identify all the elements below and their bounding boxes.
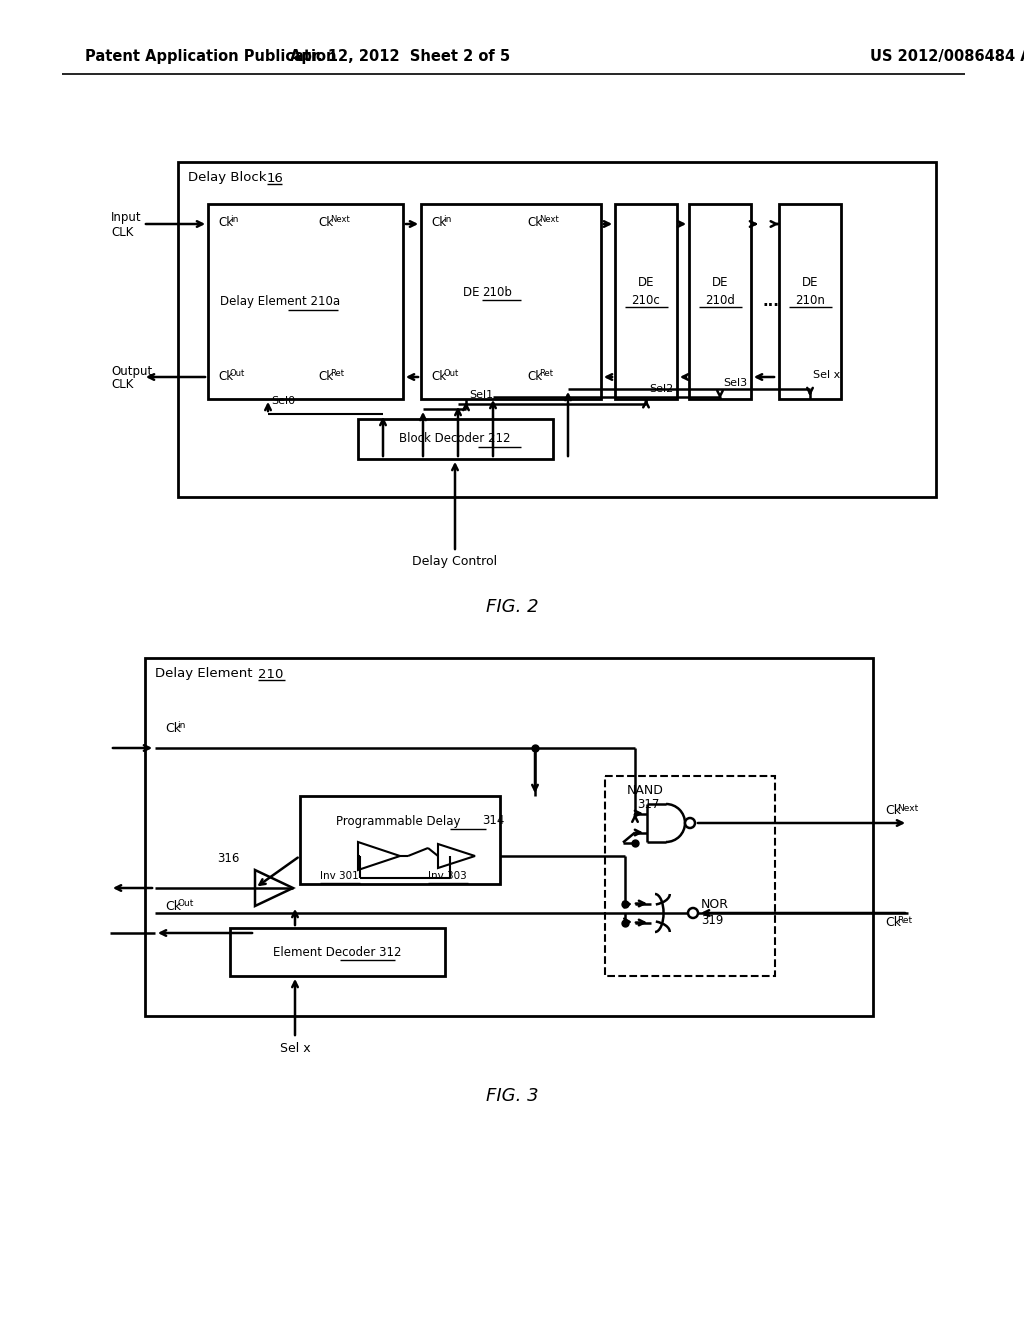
Text: Sel x: Sel x (280, 1041, 310, 1055)
Text: Sel3: Sel3 (723, 378, 748, 388)
Text: FIG. 2: FIG. 2 (485, 598, 539, 616)
Circle shape (688, 908, 698, 917)
Text: Delay Element 210a: Delay Element 210a (220, 296, 340, 309)
Text: in: in (443, 215, 452, 224)
Bar (605, 776, 775, 975)
Text: Ck: Ck (431, 215, 446, 228)
Text: Ck: Ck (165, 722, 181, 734)
Text: ...: ... (763, 294, 780, 309)
Text: Ret: Ret (330, 370, 344, 378)
Bar (208, 205, 403, 399)
Text: DE: DE (463, 285, 483, 298)
Text: DE: DE (712, 276, 728, 289)
Text: Output: Output (111, 364, 153, 378)
Bar (615, 205, 677, 399)
Text: Element Decoder 312: Element Decoder 312 (272, 945, 401, 958)
Text: 210b: 210b (482, 285, 512, 298)
Text: 314: 314 (482, 814, 505, 828)
Text: Next: Next (897, 804, 919, 813)
Text: Programmable Delay: Programmable Delay (336, 814, 464, 828)
Text: Sel0: Sel0 (271, 396, 295, 407)
Text: 16: 16 (267, 172, 284, 185)
Text: Sel x: Sel x (813, 370, 841, 380)
Text: NOR: NOR (701, 899, 729, 912)
Bar (300, 796, 500, 884)
Text: Next: Next (539, 215, 559, 224)
Circle shape (685, 818, 695, 828)
Text: 210c: 210c (632, 293, 660, 306)
Text: Patent Application Publication: Patent Application Publication (85, 49, 337, 65)
Text: CLK: CLK (111, 379, 133, 392)
Bar (421, 205, 601, 399)
Text: Inv 303: Inv 303 (428, 871, 467, 880)
Text: Ret: Ret (897, 916, 912, 925)
Text: 210: 210 (258, 668, 284, 681)
Text: Apr. 12, 2012  Sheet 2 of 5: Apr. 12, 2012 Sheet 2 of 5 (290, 49, 510, 65)
Text: US 2012/0086484 A1: US 2012/0086484 A1 (870, 49, 1024, 65)
Text: Ck: Ck (318, 370, 333, 383)
Text: Ret: Ret (539, 370, 553, 378)
Text: Block Decoder 212: Block Decoder 212 (399, 433, 511, 446)
Text: 316: 316 (217, 851, 240, 865)
Text: 210n: 210n (795, 293, 825, 306)
Bar (689, 205, 751, 399)
Text: DE: DE (802, 276, 818, 289)
Text: DE: DE (638, 276, 654, 289)
Text: Delay Element: Delay Element (155, 668, 257, 681)
Text: FIG. 3: FIG. 3 (485, 1086, 539, 1105)
Text: Input: Input (111, 211, 141, 224)
Text: Ck: Ck (318, 215, 333, 228)
Text: 319: 319 (701, 915, 723, 928)
Text: in: in (177, 721, 185, 730)
Text: Ck: Ck (527, 370, 542, 383)
Bar (178, 162, 936, 498)
Text: Ck: Ck (218, 370, 233, 383)
Text: Ck: Ck (885, 916, 901, 929)
Text: Next: Next (330, 215, 350, 224)
Bar (230, 928, 445, 975)
Bar (358, 418, 553, 459)
Text: Ck: Ck (165, 899, 181, 912)
Text: Out: Out (443, 370, 459, 378)
Text: CLK: CLK (111, 226, 133, 239)
Text: Ck: Ck (885, 804, 901, 817)
Bar (145, 657, 873, 1016)
Text: Ck: Ck (527, 215, 542, 228)
Text: NAND: NAND (627, 784, 664, 796)
Text: Sel2: Sel2 (649, 384, 673, 393)
Bar (779, 205, 841, 399)
Text: Ck: Ck (431, 370, 446, 383)
Text: Delay Control: Delay Control (413, 556, 498, 569)
Text: in: in (230, 215, 239, 224)
Text: Ck: Ck (218, 215, 233, 228)
Text: Out: Out (177, 899, 194, 908)
Text: Inv 301: Inv 301 (319, 871, 358, 880)
Text: Out: Out (230, 370, 246, 378)
Text: Delay Block: Delay Block (188, 172, 270, 185)
Text: 317: 317 (637, 797, 659, 810)
Text: 210d: 210d (706, 293, 735, 306)
Text: Sel1: Sel1 (469, 389, 494, 400)
